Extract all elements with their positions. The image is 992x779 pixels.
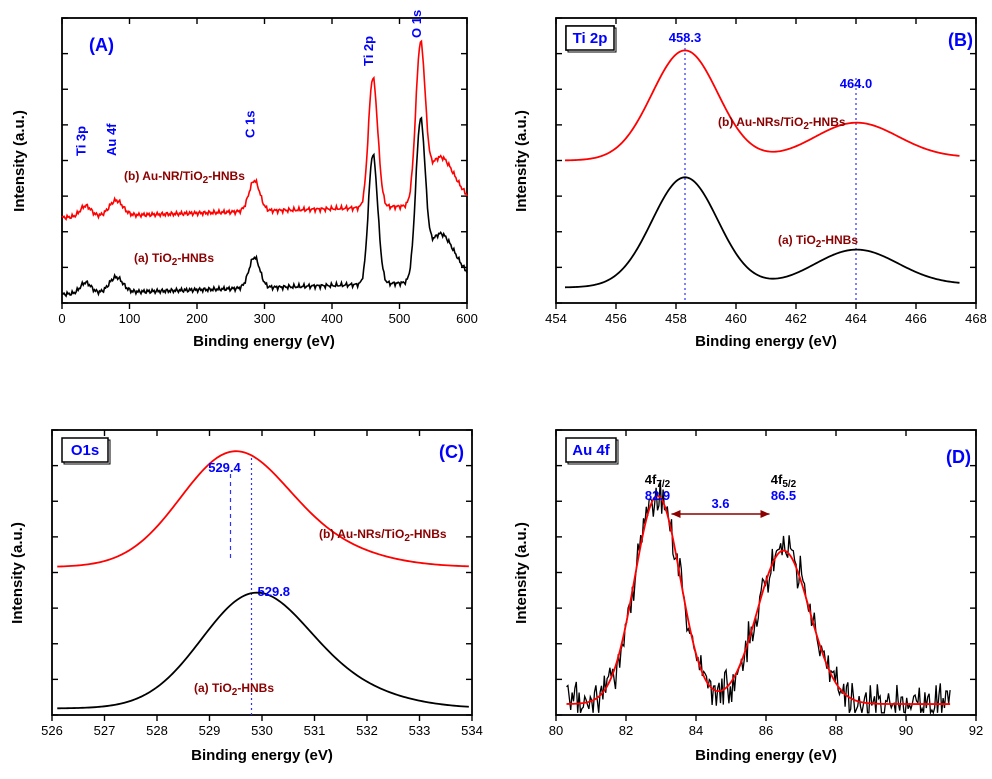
svg-text:82: 82 [619, 723, 633, 738]
svg-text:84: 84 [689, 723, 703, 738]
panel-c: Intensity (a.u.) 526 527 528 529 530 531… [4, 418, 484, 770]
svg-text:500: 500 [389, 311, 411, 326]
svg-text:C 1s: C 1s [242, 111, 257, 138]
svg-text:460: 460 [725, 311, 747, 326]
svg-text:86: 86 [759, 723, 773, 738]
ylabel-b: Intensity (a.u.) [513, 110, 530, 212]
delta-label: 3.6 [711, 496, 729, 511]
panel-d-svg: Intensity (a.u.) 80 82 84 86 88 90 92 [508, 418, 988, 770]
panel-b-svg: Intensity (a.u.) 454 456 458 460 462 464… [508, 6, 988, 356]
svg-text:100: 100 [119, 311, 141, 326]
xlabel-a: Binding energy (eV) [193, 333, 335, 350]
peak-val-b-2: 464.0 [840, 76, 873, 91]
svg-text:300: 300 [254, 311, 276, 326]
peak-val-c-1: 529.4 [208, 460, 241, 475]
svg-text:200: 200 [186, 311, 208, 326]
svg-text:600: 600 [456, 311, 478, 326]
title-c: O1s [71, 442, 99, 459]
plot-area-a [62, 18, 467, 303]
svg-text:Ti 3p: Ti 3p [74, 126, 89, 156]
svg-text:532: 532 [356, 723, 378, 738]
peak-val-b-1: 458.3 [669, 30, 702, 45]
svg-text:528: 528 [146, 723, 168, 738]
panel-letter-b: (B) [948, 30, 973, 50]
xlabel-b: Binding energy (eV) [695, 333, 837, 350]
svg-text:92: 92 [969, 723, 983, 738]
svg-text:90: 90 [899, 723, 913, 738]
svg-text:Au 4f: Au 4f [104, 123, 119, 156]
panel-a: Intensity (a.u.) 0 100 200 300 400 500 6… [4, 6, 484, 356]
svg-text:0: 0 [58, 311, 65, 326]
title-d: Au 4f [572, 442, 611, 459]
svg-text:534: 534 [461, 723, 483, 738]
svg-text:454: 454 [545, 311, 567, 326]
svg-text:464: 464 [845, 311, 867, 326]
figure-grid: Intensity (a.u.) 0 100 200 300 400 500 6… [0, 0, 992, 779]
svg-text:466: 466 [905, 311, 927, 326]
svg-text:526: 526 [41, 723, 63, 738]
svg-text:458: 458 [665, 311, 687, 326]
ylabel-c: Intensity (a.u.) [9, 522, 26, 624]
plot-rect-c [52, 430, 472, 715]
title-b: Ti 2p [573, 30, 608, 47]
svg-text:400: 400 [321, 311, 343, 326]
svg-text:456: 456 [605, 311, 627, 326]
xlabel-d: Binding energy (eV) [695, 747, 837, 764]
svg-text:468: 468 [965, 311, 987, 326]
svg-text:82.9: 82.9 [645, 488, 670, 503]
svg-text:529: 529 [199, 723, 221, 738]
plot-rect-d [556, 430, 976, 715]
panel-c-svg: Intensity (a.u.) 526 527 528 529 530 531… [4, 418, 484, 770]
plot-rect-b [556, 18, 976, 303]
panel-d: Intensity (a.u.) 80 82 84 86 88 90 92 [508, 418, 988, 770]
svg-text:531: 531 [304, 723, 326, 738]
panel-letter-d: (D) [946, 447, 971, 467]
svg-text:462: 462 [785, 311, 807, 326]
ylabel-d: Intensity (a.u.) [513, 522, 530, 624]
panel-b: Intensity (a.u.) 454 456 458 460 462 464… [508, 6, 988, 356]
panel-letter-c: (C) [439, 442, 464, 462]
svg-text:530: 530 [251, 723, 273, 738]
peak-val-c-2: 529.8 [258, 584, 291, 599]
svg-text:88: 88 [829, 723, 843, 738]
svg-text:86.5: 86.5 [771, 488, 796, 503]
svg-text:Ti 2p: Ti 2p [361, 36, 376, 66]
svg-text:527: 527 [94, 723, 116, 738]
xlabel-c: Binding energy (eV) [191, 747, 333, 764]
panel-a-svg: Intensity (a.u.) 0 100 200 300 400 500 6… [4, 6, 484, 356]
panel-letter-a: (A) [89, 35, 114, 55]
svg-text:533: 533 [409, 723, 431, 738]
ylabel-a: Intensity (a.u.) [11, 110, 28, 212]
svg-text:O 1s: O 1s [409, 10, 424, 38]
svg-text:80: 80 [549, 723, 563, 738]
